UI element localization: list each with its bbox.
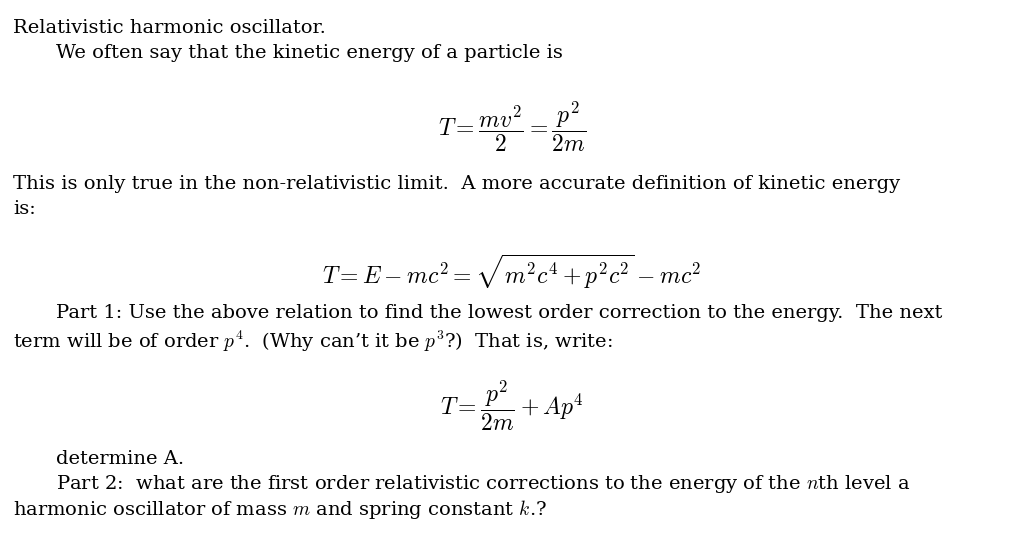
Text: This is only true in the non-relativistic limit.  A more accurate definition of : This is only true in the non-relativisti… xyxy=(13,175,900,193)
Text: term will be of order $p^4$.  (Why can’t it be $p^3$?)  That is, write:: term will be of order $p^4$. (Why can’t … xyxy=(13,329,612,354)
Text: harmonic oscillator of mass $m$ and spring constant $k$.?: harmonic oscillator of mass $m$ and spri… xyxy=(13,498,547,521)
Text: determine A.: determine A. xyxy=(56,450,184,467)
Text: Relativistic harmonic oscillator.: Relativistic harmonic oscillator. xyxy=(13,19,327,37)
Text: $T = \dfrac{mv^2}{2} = \dfrac{p^2}{2m}$: $T = \dfrac{mv^2}{2} = \dfrac{p^2}{2m}$ xyxy=(438,100,586,154)
Text: $T = E - mc^2 = \sqrt{m^2c^4 + p^2c^2} - mc^2$: $T = E - mc^2 = \sqrt{m^2c^4 + p^2c^2} -… xyxy=(323,253,701,291)
Text: is:: is: xyxy=(13,200,36,218)
Text: Part 1: Use the above relation to find the lowest order correction to the energy: Part 1: Use the above relation to find t… xyxy=(56,304,943,321)
Text: Part 2:  what are the first order relativistic corrections to the energy of the : Part 2: what are the first order relativ… xyxy=(56,473,910,495)
Text: $T = \dfrac{p^2}{2m} + Ap^4$: $T = \dfrac{p^2}{2m} + Ap^4$ xyxy=(440,379,584,433)
Text: We often say that the kinetic energy of a particle is: We often say that the kinetic energy of … xyxy=(56,44,563,62)
